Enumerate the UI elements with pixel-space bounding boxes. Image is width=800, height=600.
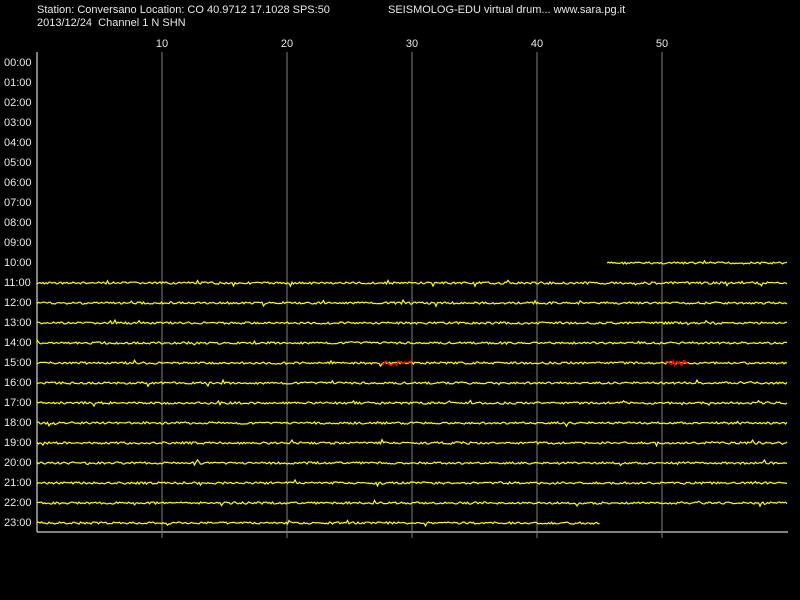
- source-header: SEISMOLOG-EDU virtual drum... www.sara.p…: [388, 4, 625, 16]
- row-label: 03:00: [4, 117, 32, 129]
- x-tick-label: 10: [156, 38, 168, 50]
- row-label: 16:00: [4, 377, 32, 389]
- row-label: 17:00: [4, 397, 32, 409]
- row-label: 14:00: [4, 337, 32, 349]
- trace: [36, 420, 788, 428]
- row-label: 19:00: [4, 437, 32, 449]
- row-label: 05:00: [4, 157, 32, 169]
- trace: [36, 378, 788, 388]
- row-label: 12:00: [4, 297, 32, 309]
- event: [382, 360, 413, 367]
- x-tick-label: 30: [406, 38, 418, 50]
- x-tick-label: 50: [656, 38, 668, 50]
- row-label: 23:00: [4, 517, 32, 529]
- row-label: 08:00: [4, 217, 32, 229]
- row-label: 04:00: [4, 137, 32, 149]
- row-label: 10:00: [4, 257, 32, 269]
- trace: [36, 337, 788, 346]
- trace: [36, 499, 788, 508]
- trace: [36, 298, 788, 308]
- row-label: 02:00: [4, 97, 32, 109]
- trace: [36, 458, 788, 467]
- trace: [36, 438, 788, 448]
- trace: [36, 399, 788, 408]
- row-label: 11:00: [4, 277, 31, 289]
- station-header: Station: Conversano Location: CO 40.9712…: [37, 4, 330, 16]
- row-label: 06:00: [4, 177, 32, 189]
- x-tick-label: 20: [281, 38, 293, 50]
- trace: [36, 318, 788, 326]
- row-label: 13:00: [4, 317, 32, 329]
- row-label: 01:00: [4, 77, 32, 89]
- row-label: 15:00: [4, 357, 32, 369]
- event: [665, 358, 689, 368]
- row-label: 21:00: [4, 477, 32, 489]
- row-label: 20:00: [4, 457, 32, 469]
- row-label: 07:00: [4, 197, 32, 209]
- trace: [36, 519, 600, 528]
- row-label: 00:00: [4, 57, 32, 69]
- x-tick-label: 40: [531, 38, 543, 50]
- trace: [36, 478, 788, 488]
- trace: [36, 279, 788, 288]
- row-label: 09:00: [4, 237, 32, 249]
- trace: [606, 259, 788, 265]
- row-label: 18:00: [4, 417, 32, 429]
- date-channel: 2013/12/24 Channel 1 N SHN: [37, 17, 186, 29]
- row-label: 22:00: [4, 497, 32, 509]
